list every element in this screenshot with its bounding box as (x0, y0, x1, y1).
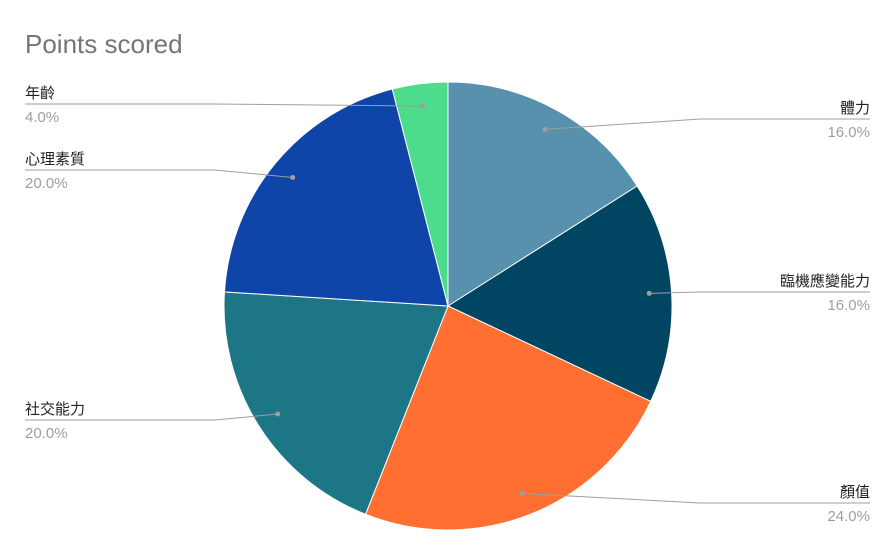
slice-value-label: 20.0% (25, 175, 68, 192)
leader-dot (646, 290, 652, 296)
slice-label: 社交能力 (25, 400, 85, 418)
chart-title: Points scored (25, 29, 183, 59)
slice-value-label: 20.0% (25, 425, 68, 442)
slice-label: 臨機應變能力 (780, 272, 870, 290)
slice-value-label: 24.0% (827, 508, 870, 525)
leader-line (522, 492, 870, 504)
leader-line (25, 169, 293, 178)
slice-label: 顏值 (840, 483, 870, 501)
leader-line (545, 118, 870, 130)
slice-value-label: 4.0% (25, 109, 59, 126)
leader-line (25, 103, 423, 107)
leader-line (649, 291, 870, 294)
leader-dot (275, 411, 281, 417)
pie-slice (223, 88, 449, 307)
slice-label: 年齡 (25, 85, 55, 102)
leader-dot (420, 103, 426, 109)
slice-label: 體力 (840, 100, 870, 117)
leader-dot (290, 174, 296, 180)
pie-slice (223, 291, 449, 515)
slice-value-label: 16.0% (827, 297, 870, 314)
slice-label: 心理素質 (25, 150, 85, 168)
leader-dot (542, 126, 548, 132)
leader-line (25, 413, 278, 421)
pie-slice (447, 81, 638, 307)
pie-slice (446, 185, 673, 403)
slice-value-label: 16.0% (827, 124, 870, 141)
leader-dot (519, 490, 525, 496)
pie-slice (364, 305, 652, 531)
pie-slice (391, 81, 449, 307)
